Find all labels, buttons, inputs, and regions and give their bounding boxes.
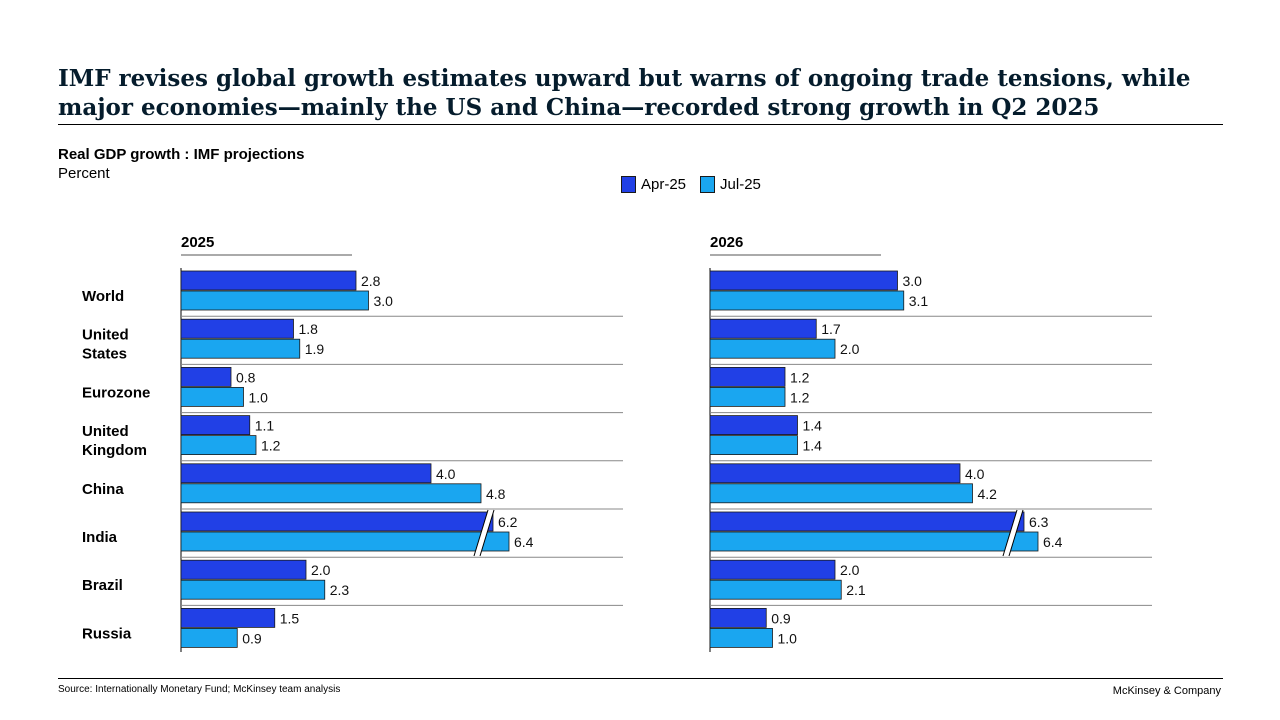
bar-jul-25 bbox=[180, 483, 482, 504]
bar-apr-25 bbox=[709, 366, 786, 387]
data-label: 1.2 bbox=[790, 369, 810, 385]
bar-apr-25 bbox=[180, 559, 307, 580]
data-label: 1.5 bbox=[280, 610, 300, 626]
data-label: 2.0 bbox=[311, 562, 331, 578]
bar-jul-25 bbox=[709, 290, 905, 311]
bar-jul-25 bbox=[180, 531, 510, 552]
category-label: Brazil bbox=[82, 577, 123, 594]
bar-apr-25 bbox=[709, 463, 961, 484]
bar-jul-25 bbox=[709, 483, 973, 504]
data-label: 3.0 bbox=[374, 293, 394, 309]
legend-label-apr25: Apr-25 bbox=[641, 176, 687, 193]
legend-label-jul25: Jul-25 bbox=[720, 176, 761, 193]
data-label: 2.0 bbox=[840, 562, 860, 578]
data-label: 1.1 bbox=[255, 418, 275, 434]
chart-title: Real GDP growth : IMF projections bbox=[58, 146, 305, 163]
bar-jul-25 bbox=[180, 290, 369, 311]
bar-jul-25 bbox=[180, 579, 326, 600]
bar-jul-25 bbox=[709, 338, 836, 359]
brand-name: McKinsey & Company bbox=[1112, 685, 1221, 697]
bar-apr-25 bbox=[709, 559, 836, 580]
category-label: Eurozone bbox=[82, 384, 150, 401]
data-label: 0.9 bbox=[771, 610, 791, 626]
data-label: 2.0 bbox=[840, 341, 860, 357]
panel-label-2026: 2026 bbox=[710, 234, 743, 251]
data-label: 6.4 bbox=[1043, 534, 1063, 550]
source-note: Source: Internationally Monetary Fund; M… bbox=[58, 684, 341, 695]
data-label: 6.3 bbox=[1029, 514, 1049, 530]
bar-jul-25 bbox=[709, 628, 773, 648]
data-label: 1.7 bbox=[821, 321, 841, 337]
chart-unit: Percent bbox=[58, 165, 110, 182]
bar-apr-25 bbox=[180, 608, 276, 628]
data-label: 2.1 bbox=[846, 582, 866, 598]
axis-break-line bbox=[1002, 509, 1018, 557]
data-label: 1.4 bbox=[803, 418, 823, 434]
bar-jul-25 bbox=[709, 435, 798, 456]
bar-apr-25 bbox=[180, 415, 251, 436]
bar-apr-25 bbox=[180, 318, 294, 339]
bar-apr-25 bbox=[180, 511, 494, 532]
data-label: 2.8 bbox=[361, 273, 381, 289]
data-label: 2.3 bbox=[330, 582, 350, 598]
footer-divider bbox=[58, 678, 1223, 679]
data-label: 4.0 bbox=[965, 466, 985, 482]
bar-jul-25 bbox=[180, 435, 257, 456]
data-label: 4.2 bbox=[978, 486, 998, 502]
bar-jul-25 bbox=[180, 628, 238, 648]
data-label: 3.0 bbox=[903, 273, 923, 289]
data-label: 1.8 bbox=[299, 321, 319, 337]
data-label: 6.4 bbox=[514, 534, 534, 550]
category-label: United bbox=[82, 423, 129, 440]
bar-apr-25 bbox=[709, 270, 898, 291]
data-label: 3.1 bbox=[909, 293, 929, 309]
category-label: States bbox=[82, 346, 127, 363]
bar-apr-25 bbox=[709, 415, 798, 436]
axis-break-line bbox=[473, 509, 489, 557]
axis-break-line bbox=[479, 509, 495, 557]
bar-apr-25 bbox=[180, 366, 232, 387]
bar-apr-25 bbox=[709, 608, 767, 628]
data-label: 1.2 bbox=[261, 438, 281, 454]
bar-apr-25 bbox=[709, 318, 817, 339]
bar-jul-25 bbox=[180, 338, 301, 359]
bar-jul-25 bbox=[180, 386, 244, 407]
category-label: India bbox=[82, 529, 118, 546]
data-label: 1.2 bbox=[790, 389, 810, 405]
bar-apr-25 bbox=[709, 511, 1025, 532]
bar-apr-25 bbox=[180, 270, 357, 291]
category-label: United bbox=[82, 327, 129, 344]
legend: Apr-25 Jul-25 bbox=[621, 176, 775, 193]
bar-jul-25 bbox=[709, 531, 1039, 552]
bar-jul-25 bbox=[709, 386, 786, 407]
axis-break-line bbox=[1008, 509, 1024, 557]
category-label: Kingdom bbox=[82, 442, 147, 459]
category-label: China bbox=[82, 481, 124, 498]
axis-break-mark bbox=[474, 510, 494, 556]
data-label: 6.2 bbox=[498, 514, 518, 530]
panel-label-2025: 2025 bbox=[181, 234, 214, 251]
data-label: 1.0 bbox=[778, 630, 798, 646]
category-label: World bbox=[82, 288, 124, 305]
bar-jul-25 bbox=[709, 579, 842, 600]
axis-break-mark bbox=[1003, 510, 1023, 556]
legend-swatch-apr25 bbox=[621, 176, 636, 193]
page-title: IMF revises global growth estimates upwa… bbox=[58, 65, 1191, 121]
data-label: 0.9 bbox=[242, 630, 262, 646]
data-label: 0.8 bbox=[236, 369, 256, 385]
data-label: 4.8 bbox=[486, 486, 506, 502]
bar-apr-25 bbox=[180, 463, 432, 484]
legend-swatch-jul25 bbox=[700, 176, 716, 193]
data-label: 1.0 bbox=[249, 389, 269, 405]
data-label: 1.4 bbox=[803, 438, 823, 454]
category-label: Russia bbox=[82, 625, 132, 642]
title-divider bbox=[58, 124, 1223, 125]
data-label: 4.0 bbox=[436, 466, 456, 482]
data-label: 1.9 bbox=[305, 341, 325, 357]
